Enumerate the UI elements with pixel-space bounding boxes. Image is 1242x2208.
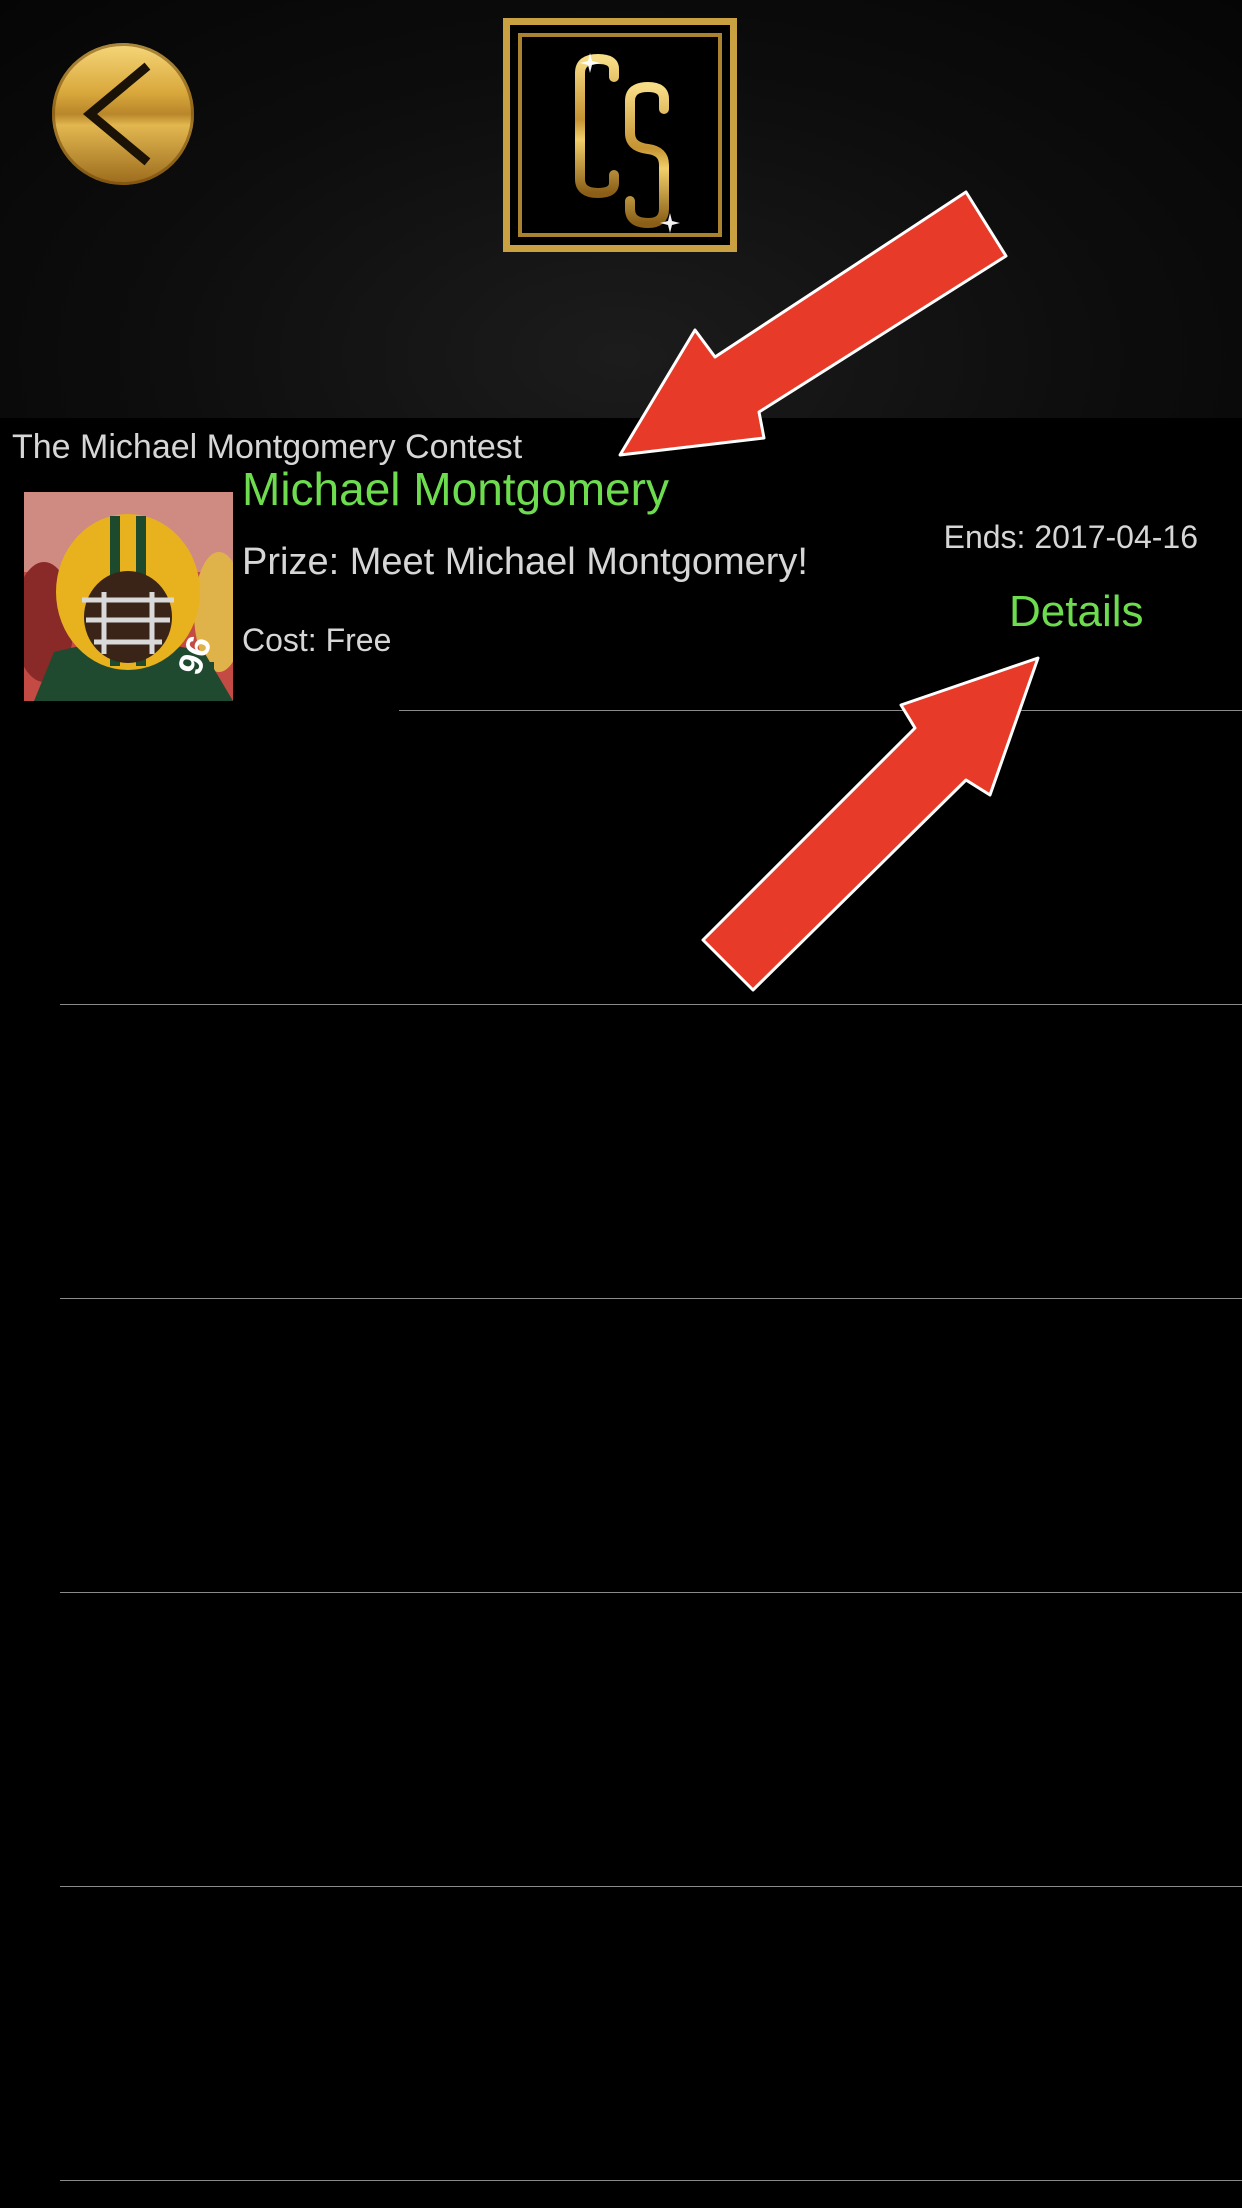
- player-name: Michael Montgomery: [242, 463, 669, 515]
- player-avatar: 96: [24, 492, 233, 701]
- back-button[interactable]: [52, 43, 194, 185]
- header-bar: [0, 0, 1242, 418]
- chevron-left-icon: [82, 62, 151, 166]
- row-divider: [60, 1886, 1242, 1887]
- cs-logo-icon: [575, 53, 680, 233]
- list-item[interactable]: [0, 711, 1242, 1004]
- contest-title: The Michael Montgomery Contest: [12, 428, 523, 466]
- details-button[interactable]: Details: [1009, 587, 1144, 636]
- row-divider: [60, 2180, 1242, 2181]
- list-item[interactable]: [0, 1005, 1242, 1298]
- row-divider: [60, 1298, 1242, 1299]
- player-photo-icon: 96: [24, 492, 233, 701]
- row-divider: [60, 1592, 1242, 1593]
- end-date-label: Ends: 2017-04-16: [943, 519, 1198, 555]
- app-logo: [503, 18, 737, 252]
- prize-label: Prize: Meet Michael Montgomery!: [242, 541, 808, 583]
- list-item[interactable]: [0, 1593, 1242, 1886]
- cost-label: Cost: Free: [242, 622, 392, 658]
- row-divider: [60, 1004, 1242, 1005]
- list-item[interactable]: [0, 1299, 1242, 1592]
